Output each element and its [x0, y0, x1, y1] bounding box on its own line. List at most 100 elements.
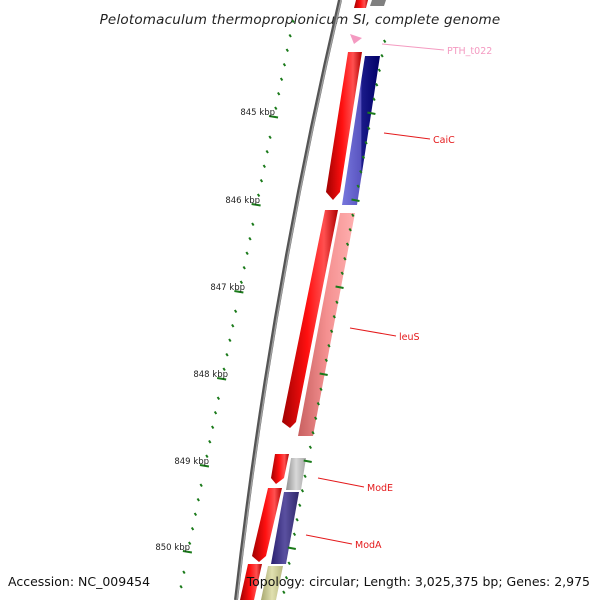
minor-tick — [228, 338, 232, 343]
minor-tick — [233, 309, 238, 314]
major-tick — [199, 464, 210, 468]
outer-minor-tick — [361, 155, 366, 160]
outer-minor-tick — [364, 140, 368, 145]
minor-tick — [193, 512, 198, 517]
minor-tick — [216, 396, 221, 401]
outer-major-tick — [303, 459, 312, 463]
outer-minor-tick — [295, 517, 299, 522]
minor-tick — [248, 236, 252, 241]
gene-label-pth-t022: PTH_t022 — [447, 46, 492, 57]
outer-minor-tick — [316, 401, 320, 406]
minor-tick — [274, 106, 278, 111]
outer-minor-tick — [359, 169, 363, 174]
cds-top-partial — [354, 0, 368, 8]
cog-bottom-partial — [261, 566, 283, 600]
minor-tick — [242, 265, 246, 270]
leader-pth-t022 — [381, 43, 445, 51]
tick-label-850: 850 kbp — [155, 543, 190, 553]
minor-tick — [259, 178, 264, 183]
minor-tick — [211, 425, 215, 430]
tick-label-849: 849 kbp — [174, 457, 209, 467]
outer-major-tick — [351, 198, 360, 202]
minor-tick — [288, 33, 292, 38]
minor-tick — [285, 48, 289, 53]
leader-leus — [349, 327, 397, 337]
outer-minor-tick — [383, 39, 387, 44]
outer-minor-tick — [332, 314, 336, 319]
leader-mode — [317, 477, 365, 488]
cds-leus — [282, 210, 338, 428]
minor-tick — [256, 193, 261, 198]
minor-tick — [282, 62, 287, 67]
cds-bottom-partial — [240, 564, 262, 600]
outer-minor-tick — [343, 256, 347, 261]
outer-minor-tick — [314, 416, 318, 421]
minor-tick — [277, 91, 281, 96]
cog-top-partial — [370, 0, 386, 6]
gene-label-leus: leuS — [399, 332, 420, 343]
minor-tick — [222, 367, 226, 372]
outer-minor-tick — [345, 242, 350, 247]
minor-tick — [245, 251, 249, 256]
minor-tick — [196, 497, 200, 502]
accession-text: Accession: NC_009454 — [8, 574, 150, 589]
cog-mode — [286, 458, 306, 490]
cog-moda — [271, 492, 299, 564]
gene-label-moda: ModA — [355, 540, 382, 551]
outer-tick-ring — [282, 39, 387, 595]
tick-label-847: 847 kbp — [210, 283, 245, 293]
outer-major-tick — [367, 111, 376, 115]
outer-minor-tick — [308, 445, 313, 450]
minor-tick — [262, 164, 266, 169]
topology-text: Topology: circular; Length: 3,025,375 bp… — [246, 574, 590, 589]
gene-label-caic: CaiC — [433, 135, 455, 146]
outer-minor-tick — [327, 343, 331, 348]
leader-moda — [305, 534, 353, 545]
outer-minor-tick — [292, 532, 297, 537]
minor-tick — [213, 410, 218, 415]
genome-backbone-highlight — [236, 0, 342, 600]
minor-tick — [199, 483, 203, 488]
outer-minor-tick — [282, 590, 286, 595]
outer-minor-tick — [348, 227, 352, 232]
outer-minor-tick — [351, 213, 355, 218]
outer-minor-tick — [298, 503, 302, 508]
outer-minor-tick — [319, 387, 323, 392]
tick-label-848: 848 kbp — [193, 370, 228, 380]
minor-tick — [182, 570, 186, 575]
minor-tick — [190, 526, 195, 531]
cog-caic — [342, 56, 380, 205]
minor-tick — [291, 19, 295, 24]
outer-minor-tick — [303, 474, 307, 479]
outer-minor-tick — [329, 329, 334, 334]
outer-minor-tick — [284, 575, 289, 580]
trna-pth-t022 — [350, 34, 362, 44]
major-tick — [182, 550, 193, 554]
major-tick — [234, 290, 244, 294]
minor-tick — [205, 454, 209, 459]
outer-minor-tick — [375, 82, 379, 87]
map-title: Pelotomaculum thermopropionicum SI, comp… — [100, 12, 501, 28]
tick-label-845: 845 kbp — [240, 108, 275, 118]
outer-minor-tick — [311, 430, 315, 435]
minor-tick — [279, 77, 284, 82]
outer-minor-tick — [300, 488, 305, 493]
leader-caic — [383, 132, 431, 140]
outer-minor-tick — [324, 358, 328, 363]
outer-major-tick — [287, 546, 296, 550]
minor-tick — [225, 352, 229, 357]
outer-minor-tick — [335, 300, 339, 305]
minor-tick — [188, 541, 192, 546]
minor-tick — [239, 280, 244, 285]
minor-tick — [265, 149, 269, 154]
minor-tick — [179, 584, 183, 589]
minor-tick — [251, 222, 255, 227]
outer-minor-tick — [380, 53, 384, 58]
inner-tick-ring — [179, 19, 295, 589]
major-tick — [216, 377, 227, 381]
outer-minor-tick — [372, 97, 376, 102]
minor-tick — [268, 135, 272, 140]
minor-tick — [231, 323, 235, 328]
minor-tick — [208, 439, 212, 444]
